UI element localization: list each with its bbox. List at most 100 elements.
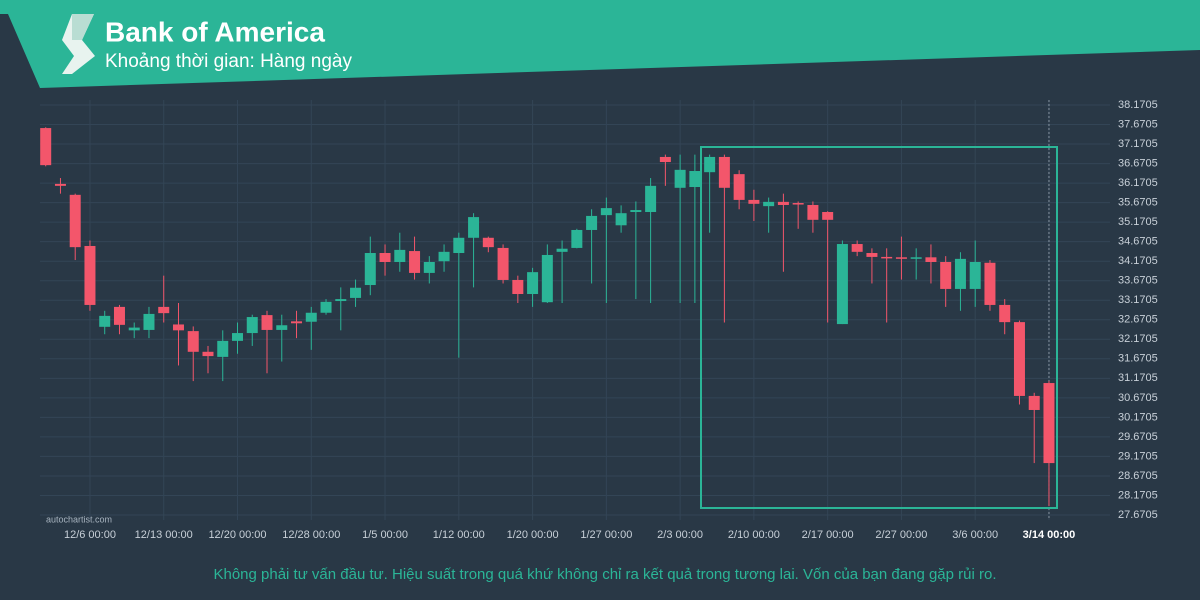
logo-shade	[72, 14, 94, 40]
x-tick-label: 2/10 00:00	[728, 529, 780, 541]
y-tick-label: 37.1705	[1118, 138, 1158, 150]
candle-body	[822, 212, 834, 220]
candle-body	[748, 199, 760, 204]
x-tick-label: 1/5 00:00	[362, 529, 408, 541]
candle-body	[556, 248, 568, 252]
y-tick-label: 37.6705	[1118, 118, 1158, 130]
candle-body	[954, 258, 966, 289]
y-tick-label: 32.6705	[1118, 314, 1158, 326]
candle-body	[409, 251, 421, 273]
y-tick-label: 38.1705	[1118, 99, 1158, 111]
candle-body	[497, 247, 509, 280]
candle-body	[468, 217, 480, 238]
candle-body	[158, 306, 170, 314]
candle-body	[40, 128, 52, 166]
candle-body	[128, 327, 140, 331]
candle-body	[172, 324, 184, 331]
y-tick-label: 34.1705	[1118, 255, 1158, 267]
candle-body	[187, 331, 199, 352]
candle-body	[836, 244, 848, 325]
candle-body	[379, 253, 391, 262]
candle-body	[482, 237, 494, 248]
candle-body	[202, 351, 214, 357]
y-tick-label: 36.6705	[1118, 157, 1158, 169]
x-tick-label: 12/28 00:00	[282, 529, 340, 541]
x-tick-label: 3/6 00:00	[952, 529, 998, 541]
candle-body	[777, 201, 789, 205]
y-tick-label: 30.6705	[1118, 392, 1158, 404]
candle-body	[261, 315, 273, 330]
y-tick-label: 32.1705	[1118, 333, 1158, 345]
y-tick-label: 36.1705	[1118, 177, 1158, 189]
candle-body	[541, 254, 553, 303]
y-tick-label: 34.6705	[1118, 236, 1158, 248]
candle-body	[291, 321, 303, 324]
candle-body	[143, 313, 155, 330]
candle-body	[527, 272, 539, 295]
x-tick-label: 1/20 00:00	[507, 529, 559, 541]
y-tick-label: 29.6705	[1118, 431, 1158, 443]
candle-body	[246, 317, 258, 334]
chart-subtitle: Khoảng thời gian: Hàng ngày	[105, 51, 352, 72]
candle-body	[999, 304, 1011, 323]
candle-body	[276, 325, 288, 330]
candle-body	[851, 244, 863, 252]
candle-body	[910, 257, 922, 259]
y-tick-label: 31.1705	[1118, 372, 1158, 384]
candle-body	[925, 257, 937, 262]
candle-body	[84, 245, 96, 305]
candle-body	[453, 237, 465, 254]
candle-body	[940, 261, 952, 289]
y-tick-label: 28.1705	[1118, 489, 1158, 501]
y-tick-label: 27.6705	[1118, 509, 1158, 521]
x-tick-label: 12/13 00:00	[135, 529, 193, 541]
candle-body	[350, 287, 362, 298]
candle-body	[512, 279, 524, 295]
pattern-box	[700, 146, 1058, 509]
candle-body	[305, 312, 317, 322]
candle-body	[571, 229, 583, 248]
disclaimer: Không phải tư vấn đầu tư. Hiệu suất tron…	[213, 566, 996, 583]
candle-body	[645, 185, 657, 213]
candle-body	[113, 306, 125, 325]
candle-body	[232, 333, 244, 341]
x-tick-label: 1/12 00:00	[433, 529, 485, 541]
y-tick-label: 29.1705	[1118, 450, 1158, 462]
candle-body	[984, 262, 996, 305]
candle-body	[320, 301, 332, 313]
y-tick-label: 31.6705	[1118, 353, 1158, 365]
x-tick-label: 2/27 00:00	[875, 529, 927, 541]
candles	[40, 127, 1055, 507]
y-tick-label: 35.6705	[1118, 197, 1158, 209]
header-band	[0, 0, 1200, 88]
candle-body	[881, 256, 893, 259]
candle-body	[615, 213, 627, 226]
y-tick-label: 33.6705	[1118, 275, 1158, 287]
candle-body	[630, 210, 642, 213]
candle-body	[586, 215, 598, 230]
candle-body	[674, 169, 686, 188]
candle-body	[423, 261, 435, 273]
candle-body	[99, 315, 111, 327]
candle-body	[69, 194, 81, 248]
candle-body	[969, 261, 981, 289]
candle-body	[866, 253, 878, 257]
candle-body	[718, 156, 730, 188]
y-tick-label: 30.1705	[1118, 411, 1158, 423]
chart-title: Bank of America	[105, 16, 325, 47]
candle-body	[704, 156, 716, 173]
candle-body	[807, 204, 819, 220]
candle-body	[335, 299, 347, 302]
x-tick-label: 2/3 00:00	[657, 529, 703, 541]
candle-body	[600, 208, 612, 216]
candle-body	[1043, 383, 1055, 464]
candle-body	[1028, 395, 1040, 410]
x-tick-label: 3/14 00:00	[1023, 529, 1076, 541]
candle-body	[54, 183, 66, 186]
candle-body	[659, 156, 671, 163]
candle-body	[792, 203, 804, 205]
watermark: autochartist.com	[46, 514, 112, 524]
x-tick-label: 12/6 00:00	[64, 529, 116, 541]
candle-body	[364, 253, 376, 286]
